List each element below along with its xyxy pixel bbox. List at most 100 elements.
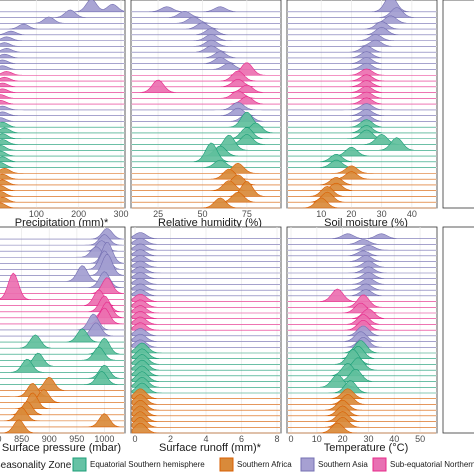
ridge-sasia (287, 272, 437, 280)
tick-label: 100 (29, 209, 44, 219)
ridge-sasia (287, 255, 437, 262)
ridge-sasia (131, 272, 281, 280)
partial-panel-0 (442, 0, 474, 209)
ridge-equatorial (0, 346, 125, 361)
ridge-sasia (131, 237, 281, 245)
ridge-sasia (131, 260, 281, 268)
ridge-sasia (0, 23, 125, 30)
ridge-subeq (287, 91, 437, 99)
tick-label: 1000 (94, 434, 114, 444)
ridge-subeq (287, 308, 437, 320)
ridge-subeq (0, 94, 125, 99)
ridge-equatorial (287, 129, 437, 140)
ridge-sasia (131, 289, 281, 297)
ridge-sasia (287, 34, 437, 41)
legend-swatch-sub-equatorial (372, 457, 387, 472)
ridge-safrica (0, 377, 125, 391)
ridge-subeq (131, 62, 281, 76)
tick-label: 25 (153, 209, 163, 219)
ridge-equatorial (288, 119, 436, 128)
partial-panel-1 (442, 226, 474, 434)
ridge-safrica (131, 405, 281, 417)
ridge-safrica (0, 167, 125, 174)
ridge-safrica (131, 191, 281, 203)
ridge-sasia (0, 228, 125, 240)
ridge-sasia (287, 51, 437, 59)
ridge-sasia (287, 260, 437, 268)
ridge-equatorial (131, 122, 281, 134)
panel-5: 0 2 4 6 8 Surface runoff (mm)* (130, 226, 282, 454)
ridge-subeq (0, 88, 125, 93)
ridge-equatorial (287, 346, 437, 360)
axis-label: Relative humidity (%) (158, 217, 262, 229)
ridge-equatorial (0, 121, 124, 128)
ridge-subeq (0, 71, 125, 76)
ridge-sasia (287, 283, 437, 291)
ridge-sasia (0, 9, 125, 18)
tick-label: 50 (415, 434, 425, 444)
ridge-subeq (287, 97, 437, 105)
ridge-sasia (0, 322, 124, 337)
ridge-equatorial (288, 159, 436, 168)
ridge-sasia (131, 22, 281, 30)
legend-label-sub-equatorial: Sub-equatorial Northern hemisphere (390, 460, 474, 469)
ridge-safrica (131, 174, 281, 186)
ridge-equatorial (287, 134, 437, 145)
ridge-equatorial (287, 146, 437, 157)
ridge-safrica (287, 177, 437, 186)
ridge-safrica (132, 197, 280, 209)
ridge-safrica (131, 417, 281, 428)
ridge-sasia (288, 39, 436, 47)
ridge-subeq (131, 96, 281, 105)
ridge-subeq (131, 299, 281, 308)
ridge-sasia (131, 266, 280, 274)
ridge-safrica (287, 171, 437, 180)
tick-label: 10 (312, 434, 322, 444)
panel-1: 0100200300Precipitation (mm)* (0, 0, 129, 229)
ridge-sasia (131, 333, 281, 342)
ridge-equatorial (0, 139, 125, 145)
ridge-sasia (131, 28, 281, 36)
ridge-equatorial (287, 137, 437, 151)
ridge-subeq (0, 307, 125, 325)
ridge-equatorial (0, 127, 125, 134)
ridge-sasia (287, 7, 437, 18)
ridge-safrica (0, 191, 125, 197)
ridge-equatorial (0, 162, 124, 168)
ridge-subeq (287, 314, 437, 325)
ridge-equatorial (0, 144, 125, 151)
ridge-sasia (0, 48, 125, 53)
ridge-safrica (131, 422, 280, 434)
ridge-sasia (132, 39, 280, 47)
ridge-sasia (131, 10, 281, 18)
ridge-equatorial (287, 374, 437, 388)
axis-label: Soil moisture (%) (324, 217, 408, 229)
ridge-safrica (0, 202, 124, 209)
ridge-sasia (287, 62, 437, 70)
ridge-safrica (288, 422, 436, 434)
ridge-subeq (131, 310, 281, 320)
tick-label: 20 (346, 209, 356, 219)
panels-layer: 0100200300Precipitation (mm)*255075Relat… (0, 0, 474, 454)
ridge-sasia (131, 101, 281, 111)
ridge-equatorial (0, 364, 125, 379)
ridge-safrica (131, 180, 281, 191)
legend: Seasonality Zone Equatorial Southern hem… (0, 457, 474, 472)
ridge-subeq (0, 76, 125, 82)
ridge-sasia (287, 57, 437, 65)
legend-label-southern-asia: Southern Asia (318, 460, 368, 469)
ridge-sasia (0, 53, 125, 59)
tick-label: 300 (113, 209, 128, 219)
ridge-subeq (131, 316, 281, 325)
ridge-safrica (131, 181, 281, 197)
tick-label: 20 (338, 434, 348, 444)
tick-label: 2 (168, 434, 173, 444)
ridge-safrica (131, 399, 281, 411)
ridge-sasia (131, 62, 281, 70)
ridge-sasia (131, 16, 281, 24)
ridge-safrica (131, 162, 281, 174)
ridge-equatorial (0, 370, 125, 385)
ridge-subeq (287, 319, 437, 331)
ridge-safrica (0, 389, 125, 403)
ridge-sasia (287, 325, 437, 337)
